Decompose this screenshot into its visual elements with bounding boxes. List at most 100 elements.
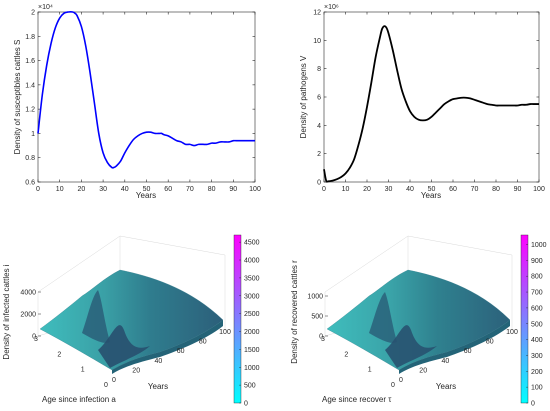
y-tick-label: 1.6	[25, 58, 35, 65]
x-tick-label: 50	[428, 186, 436, 193]
y-tick-label: 2	[317, 151, 321, 158]
x-tick-label: 40	[121, 186, 129, 193]
colorbar-tick-label: 1000	[531, 242, 547, 249]
colorbar-tick-label: 3500	[244, 275, 260, 282]
colorbar	[520, 234, 529, 404]
x-tick-label: 10	[342, 186, 350, 193]
chart-pathogens: 0 10 20 30 40 50 60 70 80 90 100 0 2 4 6 8 10 12 ×10⁶ Ye…	[299, 4, 545, 200]
series-line	[323, 25, 539, 183]
chart-infected-surface: 0 2000 4000 0 20 40 60 80 100 0 1 2 3 Years Age si…	[2, 234, 260, 408]
colorbar-tick-label: 2000	[244, 329, 260, 336]
z-axis-label: Density of infected cattles i	[2, 264, 11, 359]
x-tick-label: 80	[486, 339, 494, 346]
y-tick-label: 10	[313, 38, 321, 45]
y-tick-label: 1	[81, 367, 85, 374]
y-ticks: 0.6 0.8 1 1.2 1.4 1.6 1.8 2	[25, 10, 255, 187]
x-tick-label: 80	[199, 339, 207, 346]
colorbar-tick-label: 100	[531, 385, 543, 392]
y-axis-label: Age since recover τ	[322, 395, 392, 404]
y-tick-label: 0	[104, 382, 108, 389]
x-tick-label: 40	[406, 186, 414, 193]
x-tick-label: 30	[99, 186, 107, 193]
x-tick-label: 60	[449, 186, 457, 193]
plot-area	[323, 11, 540, 183]
surface-front-edge	[112, 320, 223, 374]
colorbar-tick-label: 300	[531, 353, 543, 360]
colorbar-tick-label: 0	[531, 401, 535, 408]
z-tick-label: 2000	[20, 312, 36, 319]
z-tick-label: 1000	[307, 294, 323, 301]
x-tick-label: 20	[78, 186, 86, 193]
y-tick-label: 0.6	[25, 180, 35, 187]
colorbar-tick-label: 800	[531, 274, 543, 281]
x-tick-label: 90	[514, 186, 522, 193]
colorbar-tick-label: 400	[531, 337, 543, 344]
x-axis-label: Years	[136, 191, 156, 200]
colorbar-ticks: 0 100 200 300 400 500 600 700 800 900 1000	[526, 242, 547, 408]
y-exponent: ×10⁶	[324, 4, 339, 11]
y-tick-label: 1.4	[25, 82, 35, 89]
y-ticks: 0 1 2 3	[34, 336, 108, 389]
x-tick-label: 100	[249, 186, 261, 193]
x-tick-label: 100	[533, 186, 545, 193]
y-tick-label: 12	[313, 10, 321, 17]
x-tick-label: 90	[229, 186, 237, 193]
colorbar-tick-label: 600	[531, 305, 543, 312]
plot-area	[37, 11, 256, 183]
x-ticks: 0 10 20 30 40 50 60 70 80 90 100	[322, 12, 545, 193]
x-tick-label: 60	[177, 348, 185, 355]
colorbar-tick-label: 4500	[244, 240, 260, 247]
colorbar-tick-label: 200	[531, 369, 543, 376]
y-tick-label: 8	[317, 66, 321, 73]
x-tick-label: 60	[464, 348, 472, 355]
x-tick-label: 100	[219, 329, 231, 336]
x-tick-label: 0	[36, 186, 40, 193]
x-tick-label: 80	[208, 186, 216, 193]
x-tick-label: 100	[506, 329, 518, 336]
x-tick-label: 40	[155, 358, 163, 365]
colorbar-tick-label: 500	[244, 383, 256, 390]
x-tick-label: 70	[471, 186, 479, 193]
y-tick-label: 0.8	[25, 155, 35, 162]
colorbar-ticks: 0 500 1000 1500 2000 2500 3000 3500 4000 4500	[239, 240, 260, 408]
x-ticks: 0 10 20 30 40 50 60 70 80 90 100	[36, 12, 261, 193]
y-axis-label: Age since infection a	[42, 395, 116, 404]
colorbar-tick-label: 1500	[244, 347, 260, 354]
y-tick-label: 3	[34, 336, 38, 343]
y-tick-label: 0	[391, 382, 395, 389]
y-tick-label: 4	[317, 123, 321, 130]
z-ticks: 0 2000 4000	[20, 290, 41, 341]
y-tick-label: 1	[31, 131, 35, 138]
series-line	[37, 11, 255, 169]
y-tick-label: 1	[368, 367, 372, 374]
z-ticks: 0 500 1000	[307, 294, 328, 341]
z-tick-label: 500	[311, 314, 323, 321]
surface-peak	[369, 292, 397, 343]
colorbar-tick-label: 700	[531, 290, 543, 297]
x-axis-label: Years	[421, 191, 441, 200]
x-axis-label: Years	[436, 382, 456, 391]
y-tick-label: 2	[31, 10, 35, 17]
x-tick-label: 20	[363, 186, 371, 193]
surface-peak	[82, 290, 110, 343]
x-axis-label: Years	[148, 382, 168, 391]
colorbar	[233, 234, 242, 404]
x-tick-label: 80	[492, 186, 500, 193]
surface-trough	[385, 325, 437, 368]
z-axis-label: Density of recovered cattles r	[290, 260, 299, 364]
x-tick-label: 40	[442, 358, 450, 365]
surface-trough	[98, 325, 150, 368]
y-axis-label: Density of susceptibles cattles S	[13, 40, 22, 155]
colorbar-tick-label: 3000	[244, 293, 260, 300]
chart-susceptibles: 0 10 20 30 40 50 60 70 80 90 100 0.6 0.8 1 1.2 1.4 1.6 1…	[13, 4, 261, 200]
x-tick-label: 0	[399, 377, 403, 384]
colorbar-tick-label: 500	[531, 321, 543, 328]
z-tick-label: 4000	[20, 290, 36, 297]
x-ticks: 0 20 40 60 80 100	[399, 329, 518, 384]
y-tick-label: 1.8	[25, 34, 35, 41]
x-tick-label: 10	[56, 186, 64, 193]
y-tick-label: 2	[344, 351, 348, 358]
colorbar-tick-label: 1000	[244, 365, 260, 372]
